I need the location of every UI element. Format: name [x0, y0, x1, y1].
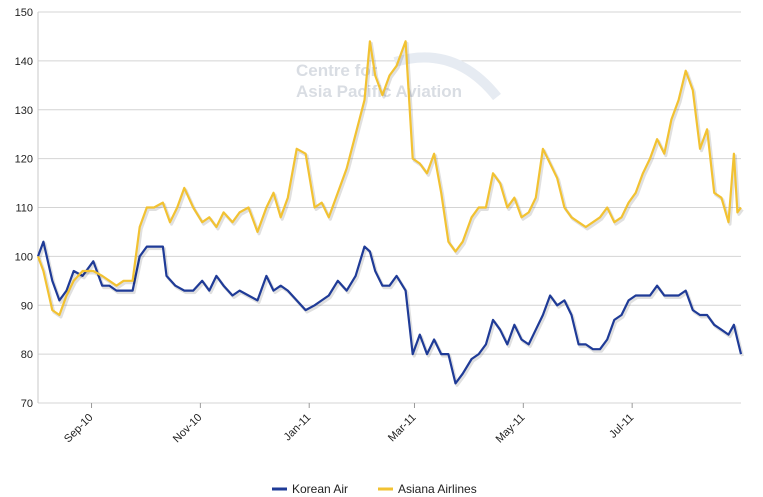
x-tick-label: Nov-10	[171, 412, 205, 446]
y-tick-label: 80	[21, 349, 33, 361]
legend-item-korean-air[interactable]: Korean Air	[272, 482, 348, 496]
series-line-korean-air	[36, 240, 743, 385]
x-tick-label: Mar-11	[386, 412, 419, 445]
y-tick-label: 70	[21, 398, 33, 410]
series-line-asiana-airlines	[36, 40, 742, 317]
y-tick-label: 150	[15, 7, 33, 19]
x-tick-label: May-11	[494, 412, 528, 446]
legend-item-asiana-airlines[interactable]: Asiana Airlines	[378, 482, 477, 496]
legend[interactable]: Korean Air Asiana Airlines	[272, 482, 477, 496]
y-tick-label: 120	[15, 154, 33, 166]
legend-label: Asiana Airlines	[398, 482, 477, 496]
legend-label: Korean Air	[292, 482, 348, 496]
x-tick-label: Jul-11	[607, 412, 636, 441]
x-axis-ticks: Sep-10 Nov-10 Jan-11 Mar-11 May-11 Jul-11	[62, 403, 636, 445]
y-tick-label: 110	[15, 203, 33, 215]
y-tick-label: 90	[21, 300, 33, 312]
watermark-line2: Asia Pacific Aviation	[296, 82, 462, 101]
series-shadow	[38, 242, 744, 387]
x-tick-label: Sep-10	[62, 412, 96, 446]
watermark-line1: Centre for	[296, 61, 378, 80]
y-tick-label: 130	[15, 105, 33, 117]
series-lines	[36, 40, 744, 387]
gridlines	[37, 11, 741, 404]
series-korean-air	[36, 240, 744, 387]
y-tick-label: 140	[15, 56, 33, 68]
series-asiana-airlines	[36, 40, 744, 319]
x-tick-label: Jan-11	[282, 412, 314, 444]
watermark-logo: Centre for Asia Pacific Aviation	[296, 52, 501, 101]
y-tick-label: 100	[15, 251, 33, 263]
y-axis-ticks: 70 80 90 100 110 120 130 140 150	[15, 7, 33, 410]
